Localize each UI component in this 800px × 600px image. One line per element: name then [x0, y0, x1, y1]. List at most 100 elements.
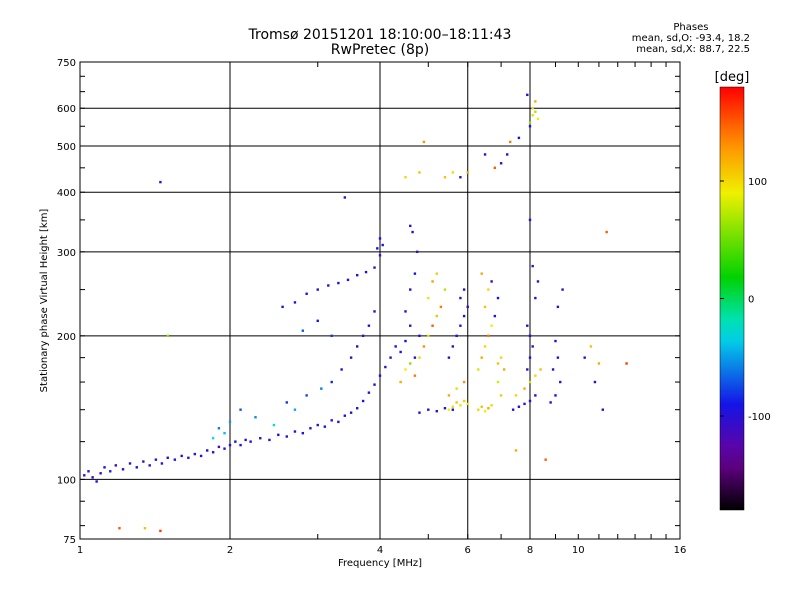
data-point — [487, 288, 490, 291]
data-point — [404, 310, 407, 313]
data-point — [330, 380, 333, 384]
y-tick-label: 500 — [57, 142, 76, 153]
data-point — [496, 296, 500, 300]
y-tick-label: 400 — [57, 188, 76, 199]
data-point — [531, 114, 534, 117]
phase-stats-heading: Phases — [673, 22, 709, 33]
data-point — [399, 380, 402, 384]
data-point — [526, 324, 529, 327]
data-point — [316, 319, 319, 323]
data-point — [193, 452, 197, 456]
data-point — [355, 273, 359, 277]
data-point — [447, 356, 451, 359]
data-point — [625, 362, 628, 365]
data-point — [301, 431, 305, 435]
data-point — [451, 405, 455, 408]
data-point — [455, 387, 458, 390]
x-tick-label: 6 — [465, 545, 471, 556]
data-point — [305, 394, 308, 397]
data-point — [367, 391, 371, 394]
colorbar-tick-label: 0 — [748, 295, 754, 306]
data-point — [531, 345, 534, 348]
data-point — [180, 454, 183, 458]
data-point — [422, 140, 426, 144]
data-point — [413, 272, 417, 275]
data-point — [462, 288, 466, 291]
data-point — [499, 162, 503, 165]
data-point — [536, 117, 540, 121]
data-point — [378, 254, 382, 257]
data-point — [361, 334, 365, 338]
data-point — [462, 399, 466, 403]
data-point — [378, 237, 382, 240]
data-point — [293, 408, 297, 411]
data-point — [361, 399, 365, 403]
data-point — [148, 464, 151, 467]
colorbar-tick-label: -100 — [748, 412, 771, 423]
data-point — [466, 171, 469, 174]
data-point — [427, 408, 430, 411]
data-point — [528, 399, 532, 403]
data-point — [95, 480, 98, 483]
data-point — [376, 247, 379, 250]
data-point — [394, 345, 397, 348]
data-point — [109, 470, 112, 473]
data-point — [211, 451, 215, 454]
data-point — [483, 345, 487, 348]
data-point — [160, 462, 164, 465]
data-point — [459, 176, 462, 179]
data-point — [490, 324, 493, 327]
data-point — [528, 380, 532, 384]
data-point — [330, 334, 333, 338]
data-point — [531, 107, 534, 110]
data-point — [316, 423, 319, 427]
data-point — [99, 472, 102, 475]
data-point — [418, 411, 421, 414]
data-point — [173, 458, 177, 461]
x-tick-label: 1 — [77, 545, 83, 556]
data-point — [534, 296, 537, 300]
data-point — [223, 431, 226, 435]
data-point — [217, 427, 221, 430]
data-point — [499, 394, 503, 397]
data-point — [349, 411, 353, 414]
phase-stats: Phases mean, sd,O: -93.4, 18.2 mean, sd,… — [632, 22, 750, 55]
data-point — [211, 437, 215, 440]
data-point — [411, 230, 414, 234]
data-point — [305, 292, 308, 295]
data-point — [459, 404, 462, 407]
data-point — [499, 356, 503, 359]
data-point — [496, 362, 500, 365]
data-point — [103, 466, 106, 469]
data-point — [389, 356, 392, 359]
data-point — [87, 470, 90, 473]
data-point — [462, 380, 466, 384]
data-point — [223, 447, 226, 450]
data-point — [301, 329, 305, 332]
data-point — [330, 419, 333, 422]
data-point — [228, 443, 232, 447]
data-point — [490, 280, 493, 283]
y-tick-label: 750 — [57, 58, 76, 69]
data-point — [205, 449, 209, 452]
data-point — [539, 368, 542, 371]
y-tick-label: 100 — [57, 475, 76, 486]
data-point — [526, 93, 529, 97]
data-point — [451, 408, 455, 411]
data-point — [327, 284, 330, 287]
data-point — [480, 405, 483, 408]
data-point — [466, 305, 469, 309]
data-point — [364, 270, 368, 274]
data-point — [483, 409, 487, 413]
data-point — [443, 176, 447, 179]
data-point — [490, 404, 493, 407]
data-point — [526, 368, 529, 371]
data-point — [523, 387, 526, 390]
data-point — [556, 305, 560, 309]
y-axis-label: Stationary phase Virtual Height [km] — [39, 209, 50, 393]
data-point — [418, 171, 421, 174]
data-point — [337, 281, 340, 285]
data-point — [593, 380, 597, 384]
data-point — [244, 438, 247, 442]
data-point — [455, 334, 458, 338]
